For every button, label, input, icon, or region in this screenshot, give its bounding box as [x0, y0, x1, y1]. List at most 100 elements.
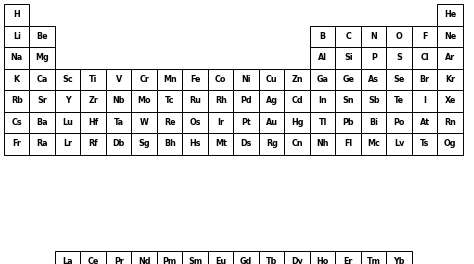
Text: Pr: Pr [114, 257, 124, 264]
Text: Pt: Pt [241, 118, 251, 127]
Text: Po: Po [393, 118, 405, 127]
Bar [336, 133, 361, 154]
Text: Mn: Mn [163, 75, 177, 84]
Bar [182, 133, 208, 154]
Text: Bh: Bh [164, 139, 176, 148]
Text: Co: Co [215, 75, 227, 84]
Text: Lu: Lu [62, 118, 73, 127]
Bar [310, 251, 336, 264]
Text: B: B [319, 32, 326, 41]
Bar [361, 90, 386, 111]
Bar [361, 133, 386, 154]
Bar [29, 47, 55, 68]
Bar [157, 133, 182, 154]
Bar [386, 90, 412, 111]
Bar [259, 133, 284, 154]
Bar [81, 68, 106, 90]
Bar [55, 251, 81, 264]
Text: Rg: Rg [266, 139, 278, 148]
Bar [310, 26, 336, 47]
Text: Te: Te [394, 96, 404, 105]
Bar [55, 90, 81, 111]
Bar [361, 68, 386, 90]
Text: Re: Re [164, 118, 175, 127]
Text: Au: Au [266, 118, 278, 127]
Text: Zn: Zn [292, 75, 303, 84]
Text: Ni: Ni [241, 75, 251, 84]
Bar [81, 251, 106, 264]
Text: La: La [63, 257, 73, 264]
Text: Zr: Zr [88, 96, 98, 105]
Bar [412, 133, 438, 154]
Bar [81, 111, 106, 133]
Text: W: W [140, 118, 149, 127]
Bar [4, 4, 29, 26]
Text: Sg: Sg [138, 139, 150, 148]
Bar [131, 90, 157, 111]
Text: Mc: Mc [367, 139, 380, 148]
Text: Ba: Ba [36, 118, 48, 127]
Bar [157, 111, 182, 133]
Text: Si: Si [344, 53, 353, 62]
Bar [386, 133, 412, 154]
Bar [336, 68, 361, 90]
Bar [310, 90, 336, 111]
Bar [29, 26, 55, 47]
Bar [4, 26, 29, 47]
Bar [131, 133, 157, 154]
Bar [131, 251, 157, 264]
Text: Ir: Ir [217, 118, 224, 127]
Text: Tm: Tm [367, 257, 381, 264]
Bar [208, 111, 234, 133]
Bar [234, 68, 259, 90]
Bar [438, 90, 463, 111]
Bar [157, 251, 182, 264]
Text: Hs: Hs [190, 139, 201, 148]
Bar [259, 251, 284, 264]
Bar [131, 68, 157, 90]
Text: Hf: Hf [88, 118, 99, 127]
Text: Cs: Cs [11, 118, 22, 127]
Text: Eu: Eu [215, 257, 226, 264]
Text: Lv: Lv [394, 139, 404, 148]
Text: Ho: Ho [317, 257, 329, 264]
Bar [386, 26, 412, 47]
Bar [438, 47, 463, 68]
Text: In: In [319, 96, 327, 105]
Bar [336, 111, 361, 133]
Text: Li: Li [13, 32, 21, 41]
Text: Fr: Fr [12, 139, 21, 148]
Text: Ds: Ds [241, 139, 252, 148]
Bar [208, 251, 234, 264]
Bar [336, 47, 361, 68]
Text: Br: Br [419, 75, 430, 84]
Bar [361, 111, 386, 133]
Bar [234, 133, 259, 154]
Bar [4, 68, 29, 90]
Bar [234, 111, 259, 133]
Text: H: H [13, 10, 20, 19]
Text: S: S [396, 53, 402, 62]
Bar [438, 68, 463, 90]
Bar [259, 90, 284, 111]
Bar [310, 47, 336, 68]
Bar [361, 26, 386, 47]
Bar [310, 111, 336, 133]
Bar [81, 90, 106, 111]
Bar [106, 111, 131, 133]
Text: Sb: Sb [368, 96, 380, 105]
Bar [29, 68, 55, 90]
Bar [234, 90, 259, 111]
Text: Fe: Fe [190, 75, 201, 84]
Bar [157, 90, 182, 111]
Text: Cd: Cd [292, 96, 303, 105]
Text: Ge: Ge [342, 75, 354, 84]
Bar [131, 111, 157, 133]
Text: Nd: Nd [138, 257, 151, 264]
Text: Y: Y [65, 96, 71, 105]
Text: Ti: Ti [89, 75, 98, 84]
Text: Ag: Ag [266, 96, 278, 105]
Bar [361, 47, 386, 68]
Text: Tb: Tb [266, 257, 277, 264]
Bar [438, 26, 463, 47]
